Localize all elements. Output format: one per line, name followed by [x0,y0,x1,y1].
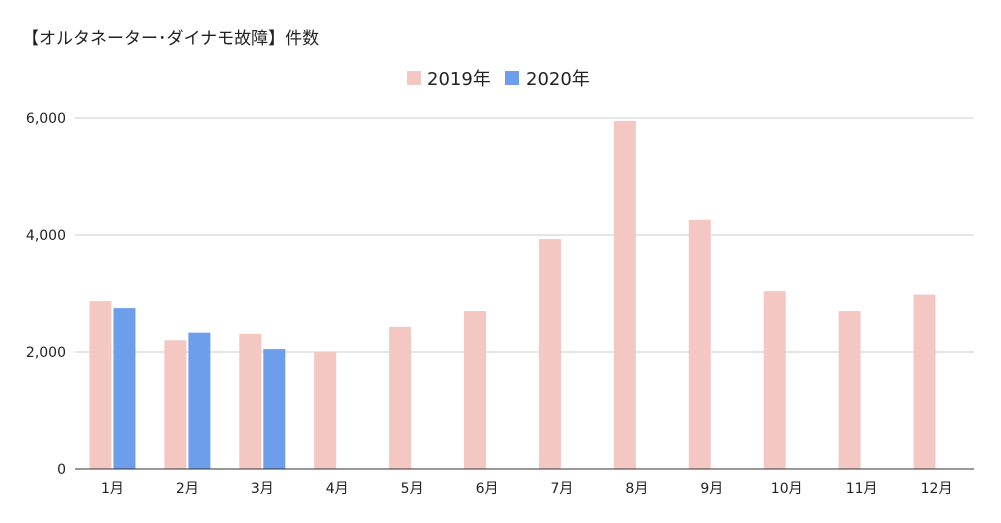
bar-2020-1 [113,308,136,469]
bar-2019-8 [613,120,636,470]
y-tick-label: 2,000 [26,345,66,361]
x-tick-label: 4月 [326,481,349,497]
bar-2019-11 [838,311,861,469]
bar-2019-5 [389,326,412,469]
x-tick-label: 8月 [625,481,648,497]
legend-label-2019: 2019年 [427,69,491,90]
bar-2019-12 [913,294,936,469]
gridlines [75,117,974,353]
y-axis-ticks: 0 2,000 4,000 6,000 [26,111,66,478]
bar-2019-2 [164,340,187,469]
legend-swatch-2019 [407,71,421,85]
bar-2019-4 [314,352,337,469]
x-tick-label: 6月 [476,481,499,497]
chart-title: 【オルタネーター･ダイナモ故障】件数 [22,29,319,49]
legend-swatch-2020 [505,71,519,85]
bars [89,120,936,470]
x-tick-label: 7月 [550,481,573,497]
x-tick-label: 5月 [401,481,424,497]
bar-2019-6 [464,311,487,469]
bar-2019-10 [763,291,786,469]
x-tick-label: 1月 [101,481,124,497]
bar-2020-3 [263,349,286,469]
y-tick-label: 4,000 [26,228,66,244]
bar-2019-7 [538,239,561,469]
x-axis-ticks: 1月 2月 3月 4月 5月 6月 7月 8月 9月 10月 11月 12月 [101,481,952,497]
x-tick-label: 12月 [921,481,953,497]
x-tick-label: 3月 [251,481,274,497]
bar-2019-1 [89,301,112,469]
bar-2020-2 [188,332,211,469]
legend: 2019年 2020年 [407,69,590,90]
y-tick-label: 6,000 [26,111,66,127]
x-tick-label: 2月 [176,481,199,497]
x-tick-label: 9月 [700,481,723,497]
legend-label-2020: 2020年 [526,69,590,90]
x-tick-label: 10月 [771,481,803,497]
bar-2019-3 [239,333,262,469]
x-tick-label: 11月 [846,481,878,497]
y-tick-label: 0 [57,462,66,478]
bar-2019-9 [688,219,711,469]
